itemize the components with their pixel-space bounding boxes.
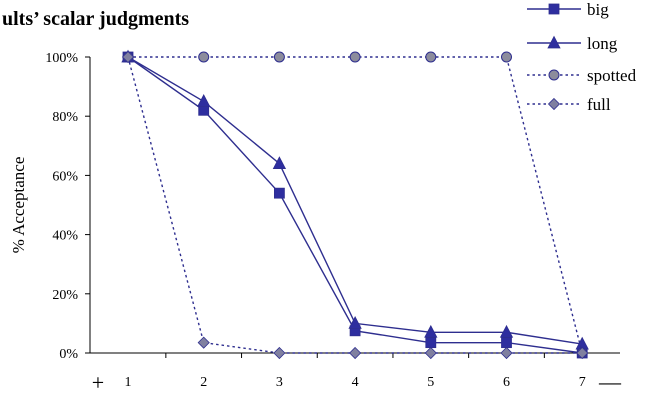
x-tick-label: 4 <box>352 375 359 390</box>
series-line-spotted <box>128 56 583 354</box>
x-tick-label: 6 <box>503 375 510 390</box>
scale-marker-minus: — <box>598 369 622 394</box>
data-point-long <box>499 324 514 338</box>
legend-item-spotted: spotted <box>527 66 637 85</box>
x-tick-label: 7 <box>579 375 586 390</box>
x-tick-label: 5 <box>427 375 434 390</box>
data-point-full <box>121 50 135 64</box>
data-point-big <box>273 187 285 199</box>
series-layer <box>121 49 589 360</box>
data-point-long <box>197 94 211 107</box>
legend-marker-spotted <box>548 69 560 81</box>
legend-marker-long <box>547 35 561 49</box>
legend-item-full: full <box>527 95 611 114</box>
data-point-long <box>424 324 438 338</box>
legend-label: long <box>587 34 618 53</box>
x-tick-label: 2 <box>200 375 207 390</box>
legend-item-long: long <box>527 34 618 53</box>
data-point-full <box>197 336 210 349</box>
data-point-long <box>272 156 287 169</box>
legend-label: spotted <box>587 66 637 85</box>
series-line-long <box>127 56 583 345</box>
y-ticks: 0% 20% 40% 60% 80% 100% <box>45 51 90 362</box>
y-tick-label: 40% <box>52 229 78 244</box>
data-point-spotted <box>425 51 437 63</box>
legend-marker-full <box>547 97 561 111</box>
data-point-spotted <box>198 51 210 63</box>
y-tick-label: 60% <box>52 169 78 184</box>
data-point-spotted <box>501 51 512 63</box>
series-big <box>122 51 588 359</box>
data-point-big <box>501 337 512 349</box>
data-point-full <box>273 346 286 360</box>
axes <box>89 57 620 354</box>
scale-marker-plus: + <box>92 370 104 394</box>
series-long <box>121 49 589 350</box>
y-tick-label: 0% <box>59 347 78 362</box>
data-point-long <box>348 316 362 329</box>
data-point-full <box>500 346 513 360</box>
data-point-full <box>424 346 437 360</box>
data-point-big <box>425 337 437 349</box>
series-line-full <box>127 56 583 354</box>
chart-title: ults’ scalar judgments <box>2 8 189 30</box>
data-point-full <box>576 346 589 360</box>
series-line-big <box>127 56 583 354</box>
y-tick-label: 80% <box>52 110 78 125</box>
data-point-spotted <box>273 51 285 63</box>
x-ticks: 1 2 3 4 5 6 7 <box>125 353 586 390</box>
x-tick-label: 1 <box>125 375 132 390</box>
series-spotted <box>122 51 588 359</box>
data-point-spotted <box>349 51 361 63</box>
legend-marker-big <box>548 3 560 15</box>
legend: big long spotted full <box>527 0 637 114</box>
y-axis-label: % Acceptance <box>9 157 28 254</box>
data-point-full <box>349 346 362 360</box>
x-tick-label: 3 <box>276 375 283 390</box>
y-tick-label: 20% <box>52 288 78 303</box>
y-tick-label: 100% <box>45 51 78 66</box>
legend-label: full <box>587 95 611 114</box>
series-full <box>121 50 589 360</box>
legend-label: big <box>587 0 609 19</box>
legend-item-big: big <box>527 0 609 19</box>
